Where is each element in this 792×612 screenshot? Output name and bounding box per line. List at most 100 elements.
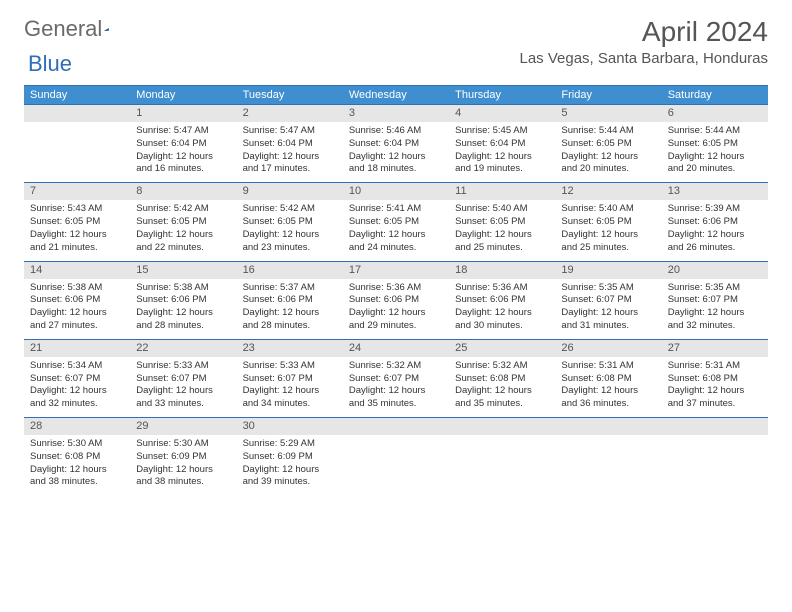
daylight-line: Daylight: 12 hours and 17 minutes. [243, 151, 337, 177]
sunset-line: Sunset: 6:05 PM [561, 138, 655, 151]
sunrise-line: Sunrise: 5:40 AM [561, 203, 655, 216]
day-details: Sunrise: 5:30 AMSunset: 6:08 PMDaylight:… [24, 435, 130, 495]
day-details: Sunrise: 5:38 AMSunset: 6:06 PMDaylight:… [24, 279, 130, 339]
daylight-line: Daylight: 12 hours and 38 minutes. [136, 464, 230, 490]
sunset-line: Sunset: 6:07 PM [136, 373, 230, 386]
day-details: Sunrise: 5:35 AMSunset: 6:07 PMDaylight:… [555, 279, 661, 339]
day-details: Sunrise: 5:46 AMSunset: 6:04 PMDaylight:… [343, 122, 449, 182]
sunset-line: Sunset: 6:04 PM [349, 138, 443, 151]
day-number: 15 [130, 262, 236, 279]
day-number [662, 418, 768, 435]
day-number: 16 [237, 262, 343, 279]
sunset-line: Sunset: 6:05 PM [668, 138, 762, 151]
sunrise-line: Sunrise: 5:40 AM [455, 203, 549, 216]
sunrise-line: Sunrise: 5:41 AM [349, 203, 443, 216]
day-number: 27 [662, 340, 768, 357]
sunrise-line: Sunrise: 5:29 AM [243, 438, 337, 451]
day-number: 20 [662, 262, 768, 279]
calendar-body: 123456Sunrise: 5:47 AMSunset: 6:04 PMDay… [24, 104, 768, 495]
title-block: April 2024 Las Vegas, Santa Barbara, Hon… [520, 16, 769, 67]
sunset-line: Sunset: 6:05 PM [136, 216, 230, 229]
day-details: Sunrise: 5:44 AMSunset: 6:05 PMDaylight:… [555, 122, 661, 182]
daylight-line: Daylight: 12 hours and 27 minutes. [30, 307, 124, 333]
day-number [449, 418, 555, 435]
day-number: 18 [449, 262, 555, 279]
daylight-line: Daylight: 12 hours and 35 minutes. [455, 385, 549, 411]
day-number: 13 [662, 183, 768, 200]
weekday-header: SundayMondayTuesdayWednesdayThursdayFrid… [24, 86, 768, 104]
sunset-line: Sunset: 6:08 PM [30, 451, 124, 464]
sunset-line: Sunset: 6:06 PM [243, 294, 337, 307]
sunset-line: Sunset: 6:06 PM [349, 294, 443, 307]
sunrise-line: Sunrise: 5:33 AM [136, 360, 230, 373]
day-details [24, 122, 130, 182]
daylight-line: Daylight: 12 hours and 26 minutes. [668, 229, 762, 255]
month-title: April 2024 [520, 16, 769, 48]
location-text: Las Vegas, Santa Barbara, Honduras [520, 50, 769, 67]
weekday-tuesday: Tuesday [237, 86, 343, 104]
week-row: 21222324252627Sunrise: 5:34 AMSunset: 6:… [24, 339, 768, 417]
sunset-line: Sunset: 6:06 PM [30, 294, 124, 307]
day-number: 8 [130, 183, 236, 200]
sunrise-line: Sunrise: 5:46 AM [349, 125, 443, 138]
sunset-line: Sunset: 6:05 PM [243, 216, 337, 229]
day-number: 30 [237, 418, 343, 435]
day-number: 25 [449, 340, 555, 357]
day-details: Sunrise: 5:36 AMSunset: 6:06 PMDaylight:… [343, 279, 449, 339]
day-number: 3 [343, 105, 449, 122]
day-number: 28 [24, 418, 130, 435]
day-number [555, 418, 661, 435]
sunset-line: Sunset: 6:08 PM [668, 373, 762, 386]
week-row: 14151617181920Sunrise: 5:38 AMSunset: 6:… [24, 261, 768, 339]
day-details: Sunrise: 5:31 AMSunset: 6:08 PMDaylight:… [662, 357, 768, 417]
sunrise-line: Sunrise: 5:30 AM [30, 438, 124, 451]
weekday-monday: Monday [130, 86, 236, 104]
sunrise-line: Sunrise: 5:35 AM [668, 282, 762, 295]
sunset-line: Sunset: 6:09 PM [243, 451, 337, 464]
sunrise-line: Sunrise: 5:43 AM [30, 203, 124, 216]
sunrise-line: Sunrise: 5:44 AM [561, 125, 655, 138]
daylight-line: Daylight: 12 hours and 31 minutes. [561, 307, 655, 333]
sunrise-line: Sunrise: 5:38 AM [136, 282, 230, 295]
week-row: 123456Sunrise: 5:47 AMSunset: 6:04 PMDay… [24, 104, 768, 182]
sunset-line: Sunset: 6:04 PM [455, 138, 549, 151]
daylight-line: Daylight: 12 hours and 36 minutes. [561, 385, 655, 411]
weekday-saturday: Saturday [662, 86, 768, 104]
sunrise-line: Sunrise: 5:32 AM [455, 360, 549, 373]
daylight-line: Daylight: 12 hours and 25 minutes. [455, 229, 549, 255]
daylight-line: Daylight: 12 hours and 35 minutes. [349, 385, 443, 411]
day-details: Sunrise: 5:35 AMSunset: 6:07 PMDaylight:… [662, 279, 768, 339]
day-details: Sunrise: 5:32 AMSunset: 6:07 PMDaylight:… [343, 357, 449, 417]
weekday-wednesday: Wednesday [343, 86, 449, 104]
day-details: Sunrise: 5:47 AMSunset: 6:04 PMDaylight:… [130, 122, 236, 182]
day-details: Sunrise: 5:33 AMSunset: 6:07 PMDaylight:… [237, 357, 343, 417]
day-details: Sunrise: 5:29 AMSunset: 6:09 PMDaylight:… [237, 435, 343, 495]
daylight-line: Daylight: 12 hours and 32 minutes. [668, 307, 762, 333]
day-number: 26 [555, 340, 661, 357]
daylight-line: Daylight: 12 hours and 20 minutes. [561, 151, 655, 177]
sunset-line: Sunset: 6:09 PM [136, 451, 230, 464]
sunset-line: Sunset: 6:04 PM [243, 138, 337, 151]
day-details: Sunrise: 5:45 AMSunset: 6:04 PMDaylight:… [449, 122, 555, 182]
day-number: 17 [343, 262, 449, 279]
day-details [343, 435, 449, 495]
week-row: 282930Sunrise: 5:30 AMSunset: 6:08 PMDay… [24, 417, 768, 495]
day-number [343, 418, 449, 435]
sunrise-line: Sunrise: 5:42 AM [136, 203, 230, 216]
sunrise-line: Sunrise: 5:36 AM [455, 282, 549, 295]
sunrise-line: Sunrise: 5:33 AM [243, 360, 337, 373]
day-number: 14 [24, 262, 130, 279]
logo-word2: Blue [28, 51, 72, 76]
logo-word1: General [24, 16, 102, 42]
day-number: 1 [130, 105, 236, 122]
sunset-line: Sunset: 6:05 PM [561, 216, 655, 229]
daylight-line: Daylight: 12 hours and 28 minutes. [243, 307, 337, 333]
day-details: Sunrise: 5:40 AMSunset: 6:05 PMDaylight:… [449, 200, 555, 260]
day-details: Sunrise: 5:33 AMSunset: 6:07 PMDaylight:… [130, 357, 236, 417]
day-number: 21 [24, 340, 130, 357]
sunset-line: Sunset: 6:06 PM [136, 294, 230, 307]
sunrise-line: Sunrise: 5:34 AM [30, 360, 124, 373]
sunset-line: Sunset: 6:06 PM [668, 216, 762, 229]
weekday-thursday: Thursday [449, 86, 555, 104]
sunset-line: Sunset: 6:07 PM [668, 294, 762, 307]
